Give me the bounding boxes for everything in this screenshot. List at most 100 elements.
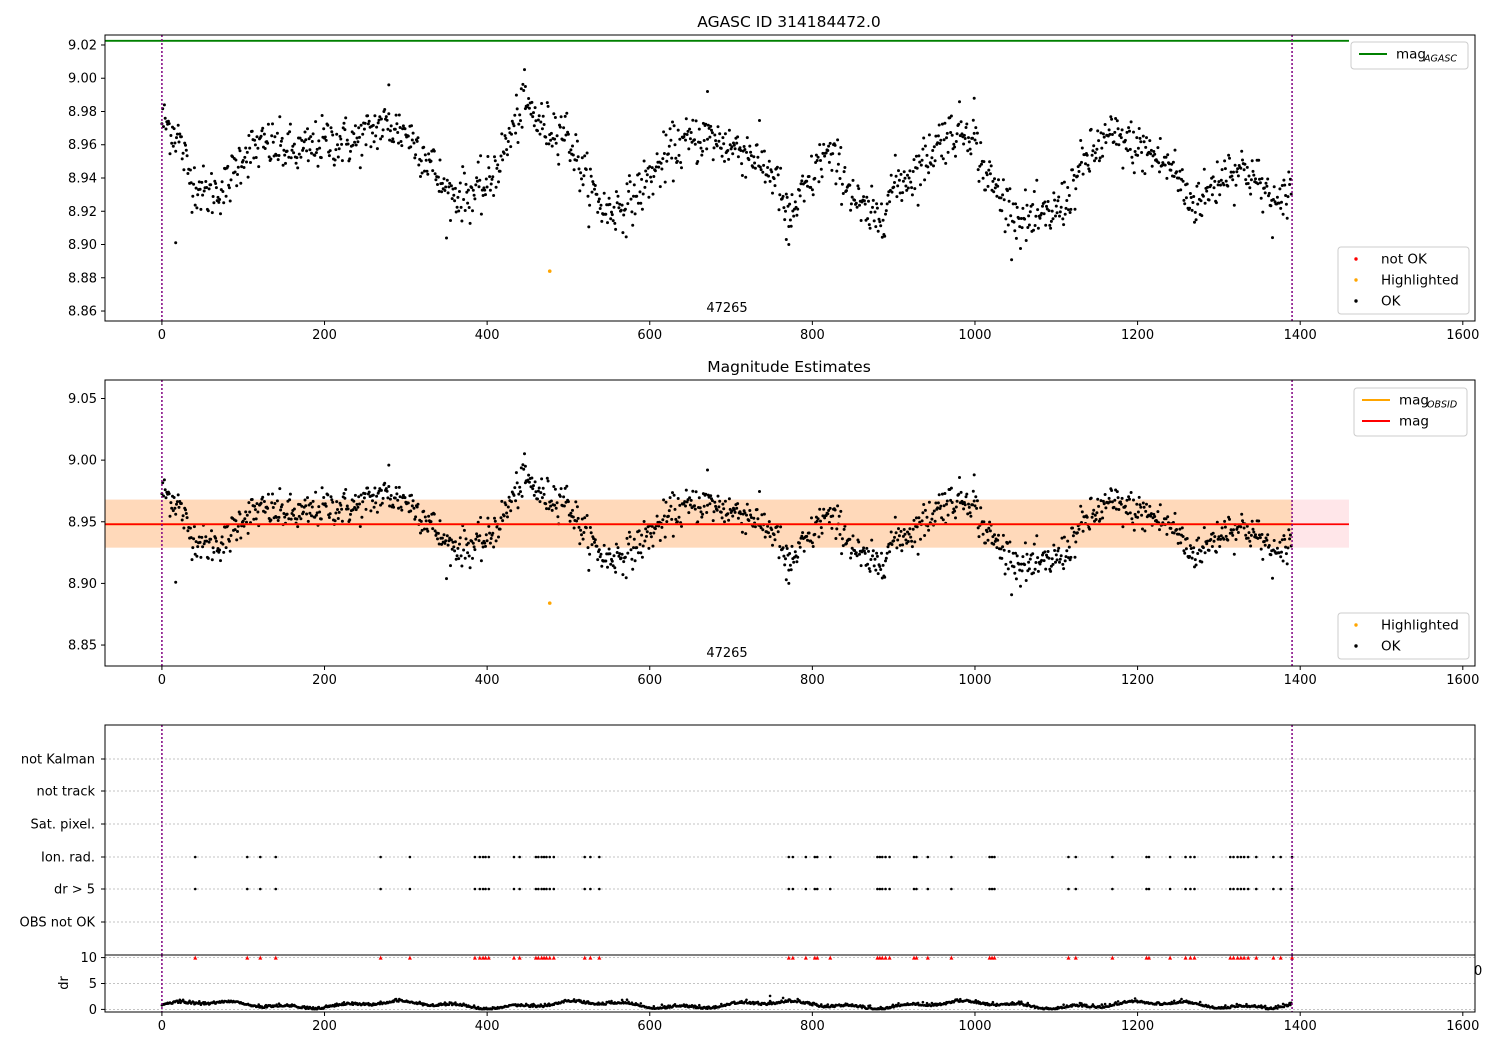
ok-point (874, 568, 878, 572)
ok-point (1142, 505, 1146, 509)
ok-point (1169, 526, 1173, 530)
ok-point (1025, 552, 1029, 556)
ok-point (1123, 504, 1127, 508)
ok-point (972, 96, 976, 100)
flag-point (815, 887, 819, 891)
ok-point (247, 501, 251, 505)
ok-point (691, 118, 695, 122)
ok-point (642, 520, 646, 523)
ok-point (782, 206, 786, 210)
ok-point (1021, 555, 1025, 559)
ok-point (1120, 496, 1124, 500)
flag-point (258, 855, 262, 859)
ok-point (333, 519, 337, 523)
ok-point (444, 539, 448, 543)
ok-point (700, 515, 704, 519)
ok-point (684, 488, 688, 492)
ok-point (565, 484, 569, 488)
dr-flag-marker (582, 955, 587, 960)
ok-point (1157, 161, 1161, 165)
ok-point (1004, 562, 1008, 566)
ok-point (760, 150, 764, 154)
ok-point (976, 526, 980, 530)
ok-point (1006, 189, 1009, 193)
ok-point (275, 131, 279, 135)
flag-point (993, 855, 996, 859)
dr-flag-marker (273, 955, 278, 960)
flag-point (518, 887, 521, 891)
ok-point (322, 127, 326, 131)
ok-point (784, 192, 788, 196)
ok-point (1175, 170, 1179, 174)
ok-point (870, 184, 874, 188)
ok-point (1229, 528, 1233, 532)
panel-magnitude-x-ticks: 0 200 400 600 800 1000 1200 1400 1600 (158, 666, 1479, 688)
ok-point (640, 533, 644, 537)
ok-point (280, 503, 284, 507)
ok-point (1025, 203, 1029, 207)
ok-point (778, 193, 782, 197)
ok-point (185, 154, 189, 158)
ok-point (1078, 163, 1082, 167)
ok-point (801, 531, 805, 535)
ok-point (1209, 183, 1213, 187)
panel-flags-grid (105, 758, 1475, 923)
ok-point (1102, 502, 1106, 506)
ok-point (773, 538, 777, 542)
ok-point (597, 548, 601, 552)
ok-point (1242, 526, 1246, 530)
ok-point (174, 512, 178, 516)
flag-point (478, 887, 482, 891)
ok-point (292, 507, 296, 511)
ok-point (962, 133, 966, 137)
ok-point (576, 516, 580, 520)
ok-point (837, 514, 841, 518)
ok-point (1272, 539, 1276, 542)
legend-box (1350, 41, 1469, 70)
ok-point (837, 152, 841, 156)
ok-point (1235, 170, 1239, 174)
ok-point (904, 538, 908, 542)
ok-point (185, 516, 189, 520)
ok-point (1217, 180, 1221, 184)
ok-point (493, 159, 497, 163)
ok-point (411, 499, 415, 503)
ok-point (386, 496, 390, 500)
ok-point (641, 544, 645, 548)
ok-point (437, 542, 441, 546)
ok-point (1149, 152, 1153, 156)
ok-point (534, 119, 538, 123)
ok-point (878, 565, 882, 568)
ok-point (362, 496, 366, 500)
ok-point (782, 554, 786, 558)
ok-point (747, 519, 751, 522)
ok-point (356, 140, 360, 144)
ok-point (638, 542, 642, 546)
dr-point (394, 997, 398, 1001)
ok-point (1080, 160, 1083, 164)
ok-point (320, 486, 324, 490)
ok-point (1266, 177, 1270, 181)
ok-point (218, 548, 222, 552)
ok-point (1080, 146, 1084, 150)
ok-point (922, 503, 926, 506)
ok-point (880, 576, 884, 580)
ok-point (313, 153, 317, 157)
ok-point (1068, 558, 1072, 562)
dr-point (1276, 1007, 1279, 1010)
ok-point (1129, 120, 1133, 124)
dr-flag-marker (949, 955, 954, 960)
ok-point (406, 501, 410, 505)
ok-point (1028, 557, 1032, 561)
ok-point (479, 516, 483, 519)
ok-point (1175, 528, 1179, 531)
ok-point (557, 162, 561, 166)
ok-point (716, 494, 720, 498)
y-tick-label: 9.05 (68, 392, 97, 407)
ok-point (1288, 537, 1292, 541)
ok-point (1183, 551, 1187, 555)
ok-point (661, 518, 665, 522)
ok-point (1232, 552, 1236, 556)
ok-point (875, 206, 879, 210)
